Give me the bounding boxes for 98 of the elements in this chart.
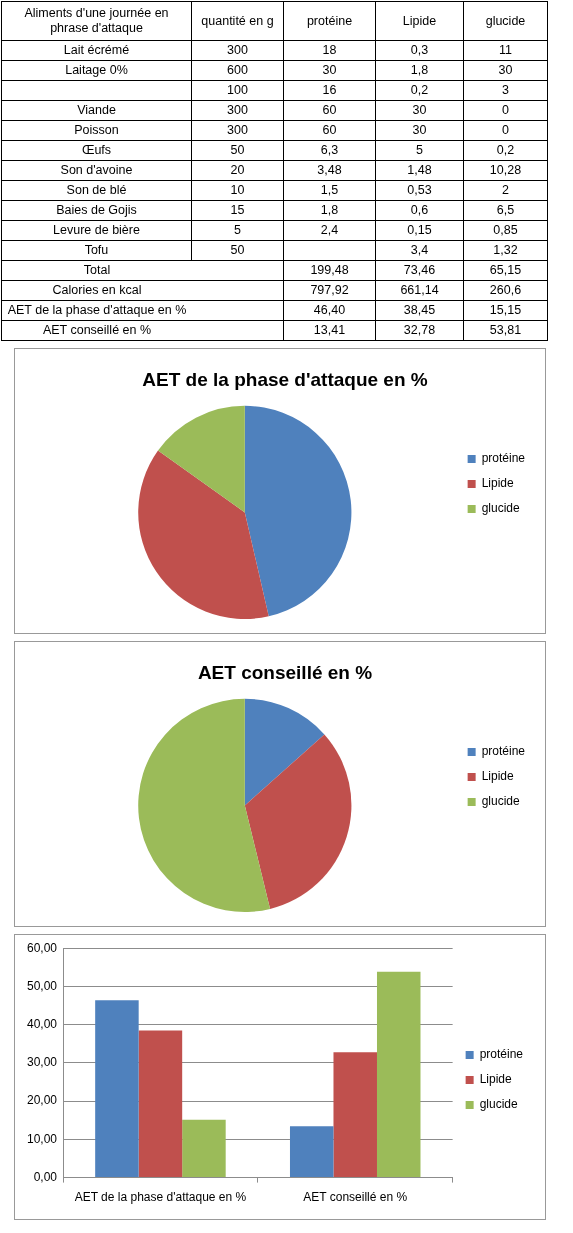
y-tick-label: Son de blé [1, 180, 192, 201]
y-tick-label: 20,00 [27, 1093, 58, 1108]
data-label: 199,48 [283, 260, 376, 281]
data-label: 600 [191, 60, 284, 81]
data-label: 30 [375, 100, 464, 121]
y-tick-label: 0,00 [33, 1169, 58, 1184]
data-label: 1,8 [375, 60, 464, 81]
y-axis-title: Aliments d'une journée en phrase d'attaque [1, 1, 192, 41]
y-tick-label: Viande [1, 100, 192, 121]
data-label: 260,6 [463, 280, 548, 301]
data-label: 20 [191, 160, 284, 181]
y-tick-label: Total [82, 263, 112, 278]
data-label: 0,85 [463, 220, 548, 241]
data-label: 13,41 [283, 320, 376, 341]
legend-label: glucide [481, 794, 520, 809]
data-label: 661,14 [375, 280, 464, 301]
x-tick-label: protéine [283, 1, 376, 41]
bar [182, 1119, 226, 1178]
data-label: 0,15 [375, 220, 464, 241]
data-label: 50 [191, 240, 284, 261]
data-label: 300 [191, 40, 284, 61]
y-tick-label: Œufs [1, 140, 192, 161]
data-label: 53,81 [463, 320, 548, 341]
data-label: 1,48 [375, 160, 464, 181]
y-tick-label: 50,00 [27, 978, 58, 993]
y-tick-label: 40,00 [27, 1016, 58, 1031]
data-label: 16 [283, 80, 376, 101]
legend-label: Lipide [481, 476, 514, 491]
y-tick-label: AET de la phase d'attaque en % [6, 303, 188, 318]
data-label: 46,40 [283, 300, 376, 321]
y-tick-label: Calories en kcal [51, 283, 143, 298]
data-label: 0,53 [375, 180, 464, 201]
data-label: 38,45 [375, 300, 464, 321]
y-tick-label: Son d'avoine [1, 160, 192, 181]
x-tick-label: quantité en g [191, 1, 284, 41]
y-tick-label: Tofu [1, 240, 192, 261]
chart-title: AET de la phase d'attaque en % [142, 368, 428, 390]
bar [376, 971, 421, 1178]
data-label: 10,28 [463, 160, 548, 181]
y-tick-label: 30,00 [27, 1055, 58, 1070]
data-label: 1,5 [283, 180, 376, 201]
legend-label: protéine [481, 744, 526, 759]
data-label: 3,4 [375, 240, 464, 261]
data-label: 60 [283, 120, 376, 141]
x-tick-label: glucide [463, 1, 548, 41]
data-label: 60 [283, 100, 376, 121]
data-label: 30 [283, 60, 376, 81]
data-label: 100 [191, 80, 284, 101]
data-label: 0,2 [375, 80, 464, 101]
bar [333, 1052, 377, 1178]
data-label: 6,5 [463, 200, 548, 221]
legend-label: glucide [481, 501, 520, 516]
bar [138, 1030, 183, 1178]
y-tick-label: Levure de bière [1, 220, 192, 241]
y-tick-label: 60,00 [27, 940, 58, 955]
data-label: 32,78 [375, 320, 464, 341]
data-label: 15 [191, 200, 284, 221]
chart-title: AET conseillé en % [197, 661, 373, 683]
y-tick-label: Poisson [1, 120, 192, 141]
y-tick-label: Laitage 0% [1, 60, 192, 81]
bar [289, 1126, 334, 1178]
data-label: 65,15 [463, 260, 548, 281]
y-tick-label: 10,00 [27, 1131, 58, 1146]
data-label: 300 [191, 120, 284, 141]
legend-label: glucide [479, 1097, 518, 1112]
data-label: 73,46 [375, 260, 464, 281]
data-label: 0 [463, 120, 548, 141]
y-tick-label: Lait écrémé [1, 40, 192, 61]
legend-label: Lipide [479, 1072, 512, 1087]
data-label: 18 [283, 40, 376, 61]
data-label: 0,6 [375, 200, 464, 221]
data-label: 797,92 [283, 280, 376, 301]
data-label: 3 [463, 80, 548, 101]
bar [95, 1000, 139, 1178]
data-label: 300 [191, 100, 284, 121]
data-label: 10 [191, 180, 284, 201]
data-label: 30 [375, 120, 464, 141]
data-label: 5 [375, 140, 464, 161]
data-label: 0 [463, 100, 548, 121]
data-label: 6,3 [283, 140, 376, 161]
data-label: 0,2 [463, 140, 548, 161]
y-tick-label: AET conseillé en % [41, 323, 153, 338]
data-label: 50 [191, 140, 284, 161]
x-tick-label: Lipide [375, 1, 464, 41]
data-label: 1,32 [463, 240, 548, 261]
data-label: 2,4 [283, 220, 376, 241]
data-label: 1,8 [283, 200, 376, 221]
data-label: 30 [463, 60, 548, 81]
legend-label: protéine [479, 1047, 524, 1062]
data-label: 2 [463, 180, 548, 201]
y-tick-label: Baies de Gojis [1, 200, 192, 221]
legend-label: protéine [481, 451, 526, 466]
data-label: 5 [191, 220, 284, 241]
legend-label: Lipide [481, 769, 514, 784]
data-label: 15,15 [463, 300, 548, 321]
data-label: 0,3 [375, 40, 464, 61]
data-label: 11 [463, 40, 548, 61]
data-label: 3,48 [283, 160, 376, 181]
